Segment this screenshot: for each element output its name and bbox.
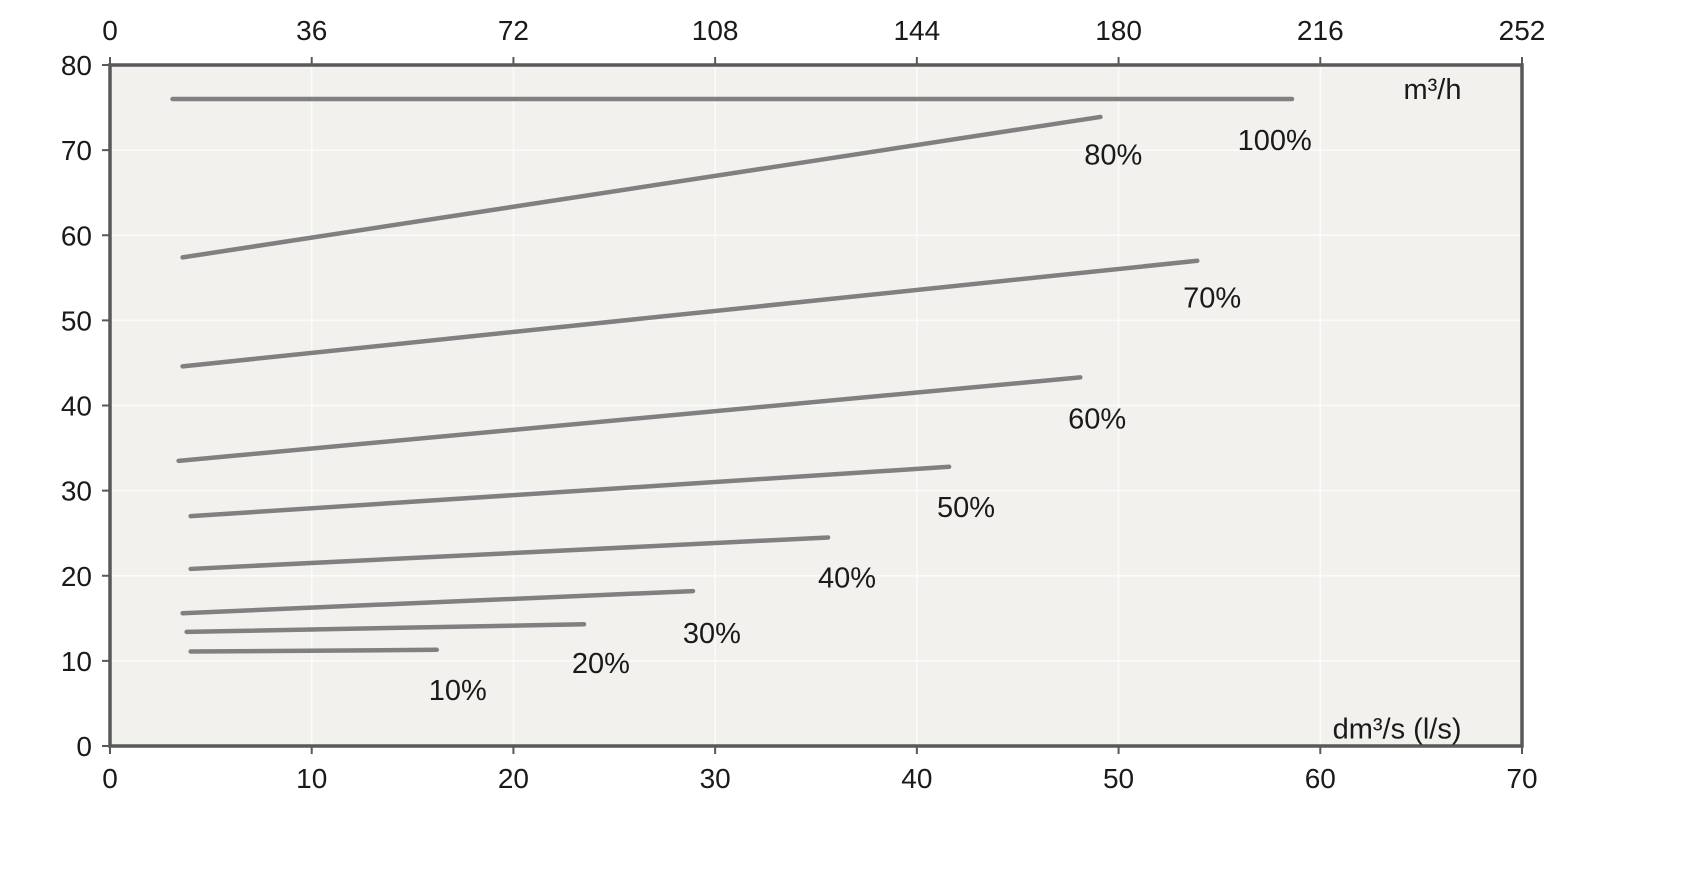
y-tick-label: 0 bbox=[76, 731, 92, 762]
y-tick-label: 30 bbox=[61, 476, 92, 507]
series-line-50pct bbox=[188, 464, 952, 519]
series-label-100pct: 100% bbox=[1238, 125, 1312, 157]
x-bottom-tick-label: 60 bbox=[1305, 763, 1336, 794]
x-top-tick-label: 72 bbox=[498, 15, 529, 46]
x-top-tick-label: 0 bbox=[102, 15, 118, 46]
series-line-70pct bbox=[180, 258, 1200, 369]
y-tick-label: 10 bbox=[61, 646, 92, 677]
x-bottom-tick-label: 70 bbox=[1506, 763, 1537, 794]
series-label-10pct: 10% bbox=[429, 675, 487, 707]
x-top-tick-label: 252 bbox=[1499, 15, 1546, 46]
series-label-20pct: 20% bbox=[572, 648, 630, 680]
series-label-70pct: 70% bbox=[1183, 283, 1241, 315]
y-tick-label: 80 bbox=[61, 50, 92, 81]
x-bottom-axis-unit-label: dm³/s (l/s) bbox=[1333, 713, 1462, 745]
series-label-30pct: 30% bbox=[683, 618, 741, 650]
series-label-60pct: 60% bbox=[1068, 403, 1126, 435]
series-label-40pct: 40% bbox=[818, 563, 876, 595]
x-top-tick-label: 108 bbox=[692, 15, 739, 46]
x-top-axis-unit-label: m³/h bbox=[1403, 74, 1461, 106]
y-tick-label: 50 bbox=[61, 305, 92, 336]
y-tick-label: 70 bbox=[61, 135, 92, 166]
series-line-60pct bbox=[176, 375, 1083, 464]
series-line-40pct bbox=[188, 535, 831, 572]
x-top-tick-label: 36 bbox=[296, 15, 327, 46]
series-line-20pct bbox=[184, 622, 587, 635]
x-bottom-tick-label: 50 bbox=[1103, 763, 1134, 794]
x-top-tick-label: 180 bbox=[1095, 15, 1142, 46]
x-bottom-tick-label: 30 bbox=[700, 763, 731, 794]
x-bottom-tick-label: 0 bbox=[102, 763, 118, 794]
x-bottom-tick-label: 10 bbox=[296, 763, 327, 794]
series-line-10pct bbox=[188, 647, 440, 654]
series-line-30pct bbox=[180, 588, 696, 616]
y-tick-label: 60 bbox=[61, 220, 92, 251]
x-top-tick-label: 144 bbox=[893, 15, 940, 46]
x-top-tick-label: 216 bbox=[1297, 15, 1344, 46]
y-tick-label: 20 bbox=[61, 561, 92, 592]
series-label-80pct: 80% bbox=[1084, 140, 1142, 172]
x-bottom-tick-label: 20 bbox=[498, 763, 529, 794]
x-bottom-tick-label: 40 bbox=[901, 763, 932, 794]
series-line-80pct bbox=[180, 114, 1103, 260]
series-label-50pct: 50% bbox=[937, 492, 995, 524]
y-tick-label: 40 bbox=[61, 391, 92, 422]
